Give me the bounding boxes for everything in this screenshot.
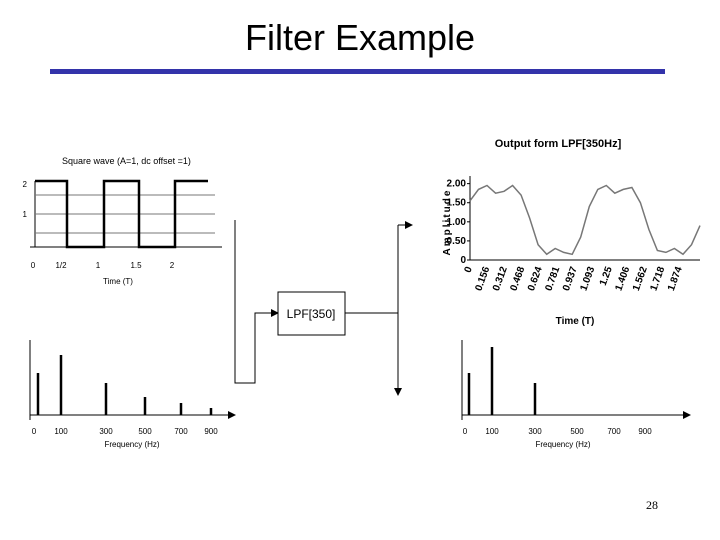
x-tick-label: 1.093 — [578, 265, 597, 293]
x-tick-label: 1/2 — [55, 261, 67, 270]
output-spectrum-axes — [461, 340, 691, 420]
x-tick-label: 1 — [96, 261, 101, 270]
x-tick-label: 2 — [170, 261, 175, 270]
connectors — [234, 220, 413, 396]
x-tick-label: 900 — [638, 427, 652, 436]
y-tick-label: 0.50 — [447, 236, 467, 247]
y-tick-label: 1.00 — [447, 217, 467, 228]
input-spectrum-axes — [29, 340, 236, 420]
x-tick-label: 1.406 — [613, 265, 632, 293]
x-tick-label: 0 — [463, 265, 475, 274]
y-tick-label: 0 — [460, 255, 466, 266]
x-tick-label: 0 — [31, 261, 36, 270]
x-tick-label: 1.5 — [130, 261, 142, 270]
x-tick-label: 500 — [138, 427, 152, 436]
input-wave-axes — [30, 181, 222, 248]
x-tick-label: 0.156 — [473, 265, 492, 293]
slide-title: Filter Example — [245, 17, 475, 58]
x-tick-label: 0.781 — [543, 265, 562, 293]
input-caption: Square wave (A=1, dc offset =1) — [62, 156, 191, 166]
y-axis-title: Amplitude — [442, 189, 453, 256]
x-tick-label: 0.312 — [491, 265, 510, 293]
x-axis-title: Time (T) — [103, 277, 133, 286]
x-tick-label: 0 — [463, 427, 468, 436]
x-tick-label: 1.874 — [666, 265, 685, 293]
x-tick-label: 300 — [99, 427, 113, 436]
filter-label: LPF[350] — [287, 307, 336, 321]
x-tick-label: 700 — [607, 427, 621, 436]
x-tick-label: 0.624 — [526, 265, 545, 293]
output-title: Output form LPF[350Hz] — [495, 138, 622, 150]
x-tick-label: 300 — [528, 427, 542, 436]
x-tick-label: 0.937 — [561, 265, 580, 293]
x-tick-label: 700 — [174, 427, 188, 436]
x-tick-label: 900 — [204, 427, 218, 436]
x-tick-label: 100 — [54, 427, 68, 436]
x-tick-label: 1.562 — [631, 265, 650, 293]
x-tick-label: 1.25 — [598, 265, 615, 287]
y-tick-label: 1.50 — [447, 198, 467, 209]
title-rule — [50, 69, 665, 74]
x-axis-title: Time (T) — [556, 316, 595, 327]
x-tick-label: 0 — [32, 427, 37, 436]
x-tick-label: 0.468 — [508, 265, 527, 293]
y-tick-label: 1 — [23, 210, 28, 219]
y-tick-label: 2.00 — [447, 179, 467, 190]
page-number: 28 — [646, 498, 658, 512]
output-curve — [469, 184, 701, 256]
filter-box — [277, 291, 346, 336]
x-tick-label: 1.718 — [648, 265, 667, 293]
y-tick-label: 2 — [23, 180, 28, 189]
x-axis-title: Frequency (Hz) — [104, 440, 159, 449]
square-wave — [35, 179, 208, 249]
x-axis-title: Frequency (Hz) — [535, 440, 590, 449]
x-tick-label: 500 — [570, 427, 584, 436]
x-tick-label: 100 — [485, 427, 499, 436]
output-axes — [469, 176, 700, 261]
